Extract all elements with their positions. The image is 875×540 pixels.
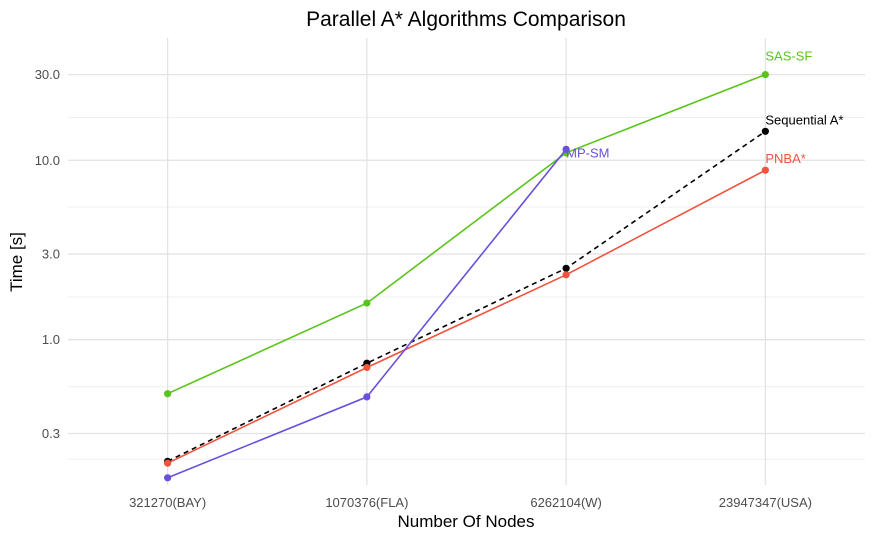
data-point-sas-sf [363,299,371,307]
grid [68,38,865,485]
x-axis-title: Number Of Nodes [398,512,535,531]
series-label-sequential-a: Sequential A* [765,112,843,127]
x-tick-label: 6262104(W) [530,495,602,510]
data-point-pnba [562,271,570,279]
x-tick-label: 1070376(FLA) [325,495,408,510]
series-line-sas-sf [167,73,766,395]
series-line-sequential-a [167,130,766,463]
series-label-pnba: PNBA* [765,151,805,166]
data-point-mp-sm [363,393,371,401]
chart-title: Parallel A* Algorithms Comparison [306,8,626,31]
data-point-sequential-a [761,127,769,135]
y-tick-label: 3.0 [42,247,60,262]
data-point-sas-sf [761,71,769,79]
series-layer: SAS-SF Sequential A* PNBA* MP-SM [164,49,843,482]
y-tick-label: 1.0 [42,332,60,347]
data-point-pnba [164,459,172,467]
series-line-pnba [167,169,766,464]
data-point-mp-sm [562,145,570,153]
y-tick-label: 10.0 [35,153,60,168]
series-label-sas-sf: SAS-SF [765,49,812,64]
tick-labels: 0.3 1.0 3.0 10.0 30.0 321270(BAY) 1070376(FLA)… [35,67,812,510]
y-tick-label: 30.0 [35,67,60,82]
data-point-pnba [761,166,769,174]
data-point-pnba [363,363,371,372]
series-label-mp-sm: MP-SM [566,145,609,160]
y-tick-label: 0.3 [42,426,60,441]
x-tick-label: 23947347(USA) [719,495,812,510]
data-point-sas-sf [164,390,172,398]
data-point-mp-sm [164,474,172,482]
x-tick-label: 321270(BAY) [129,495,206,510]
data-point-sequential-a [562,264,570,272]
y-axis-title: Time [s] [7,232,26,292]
